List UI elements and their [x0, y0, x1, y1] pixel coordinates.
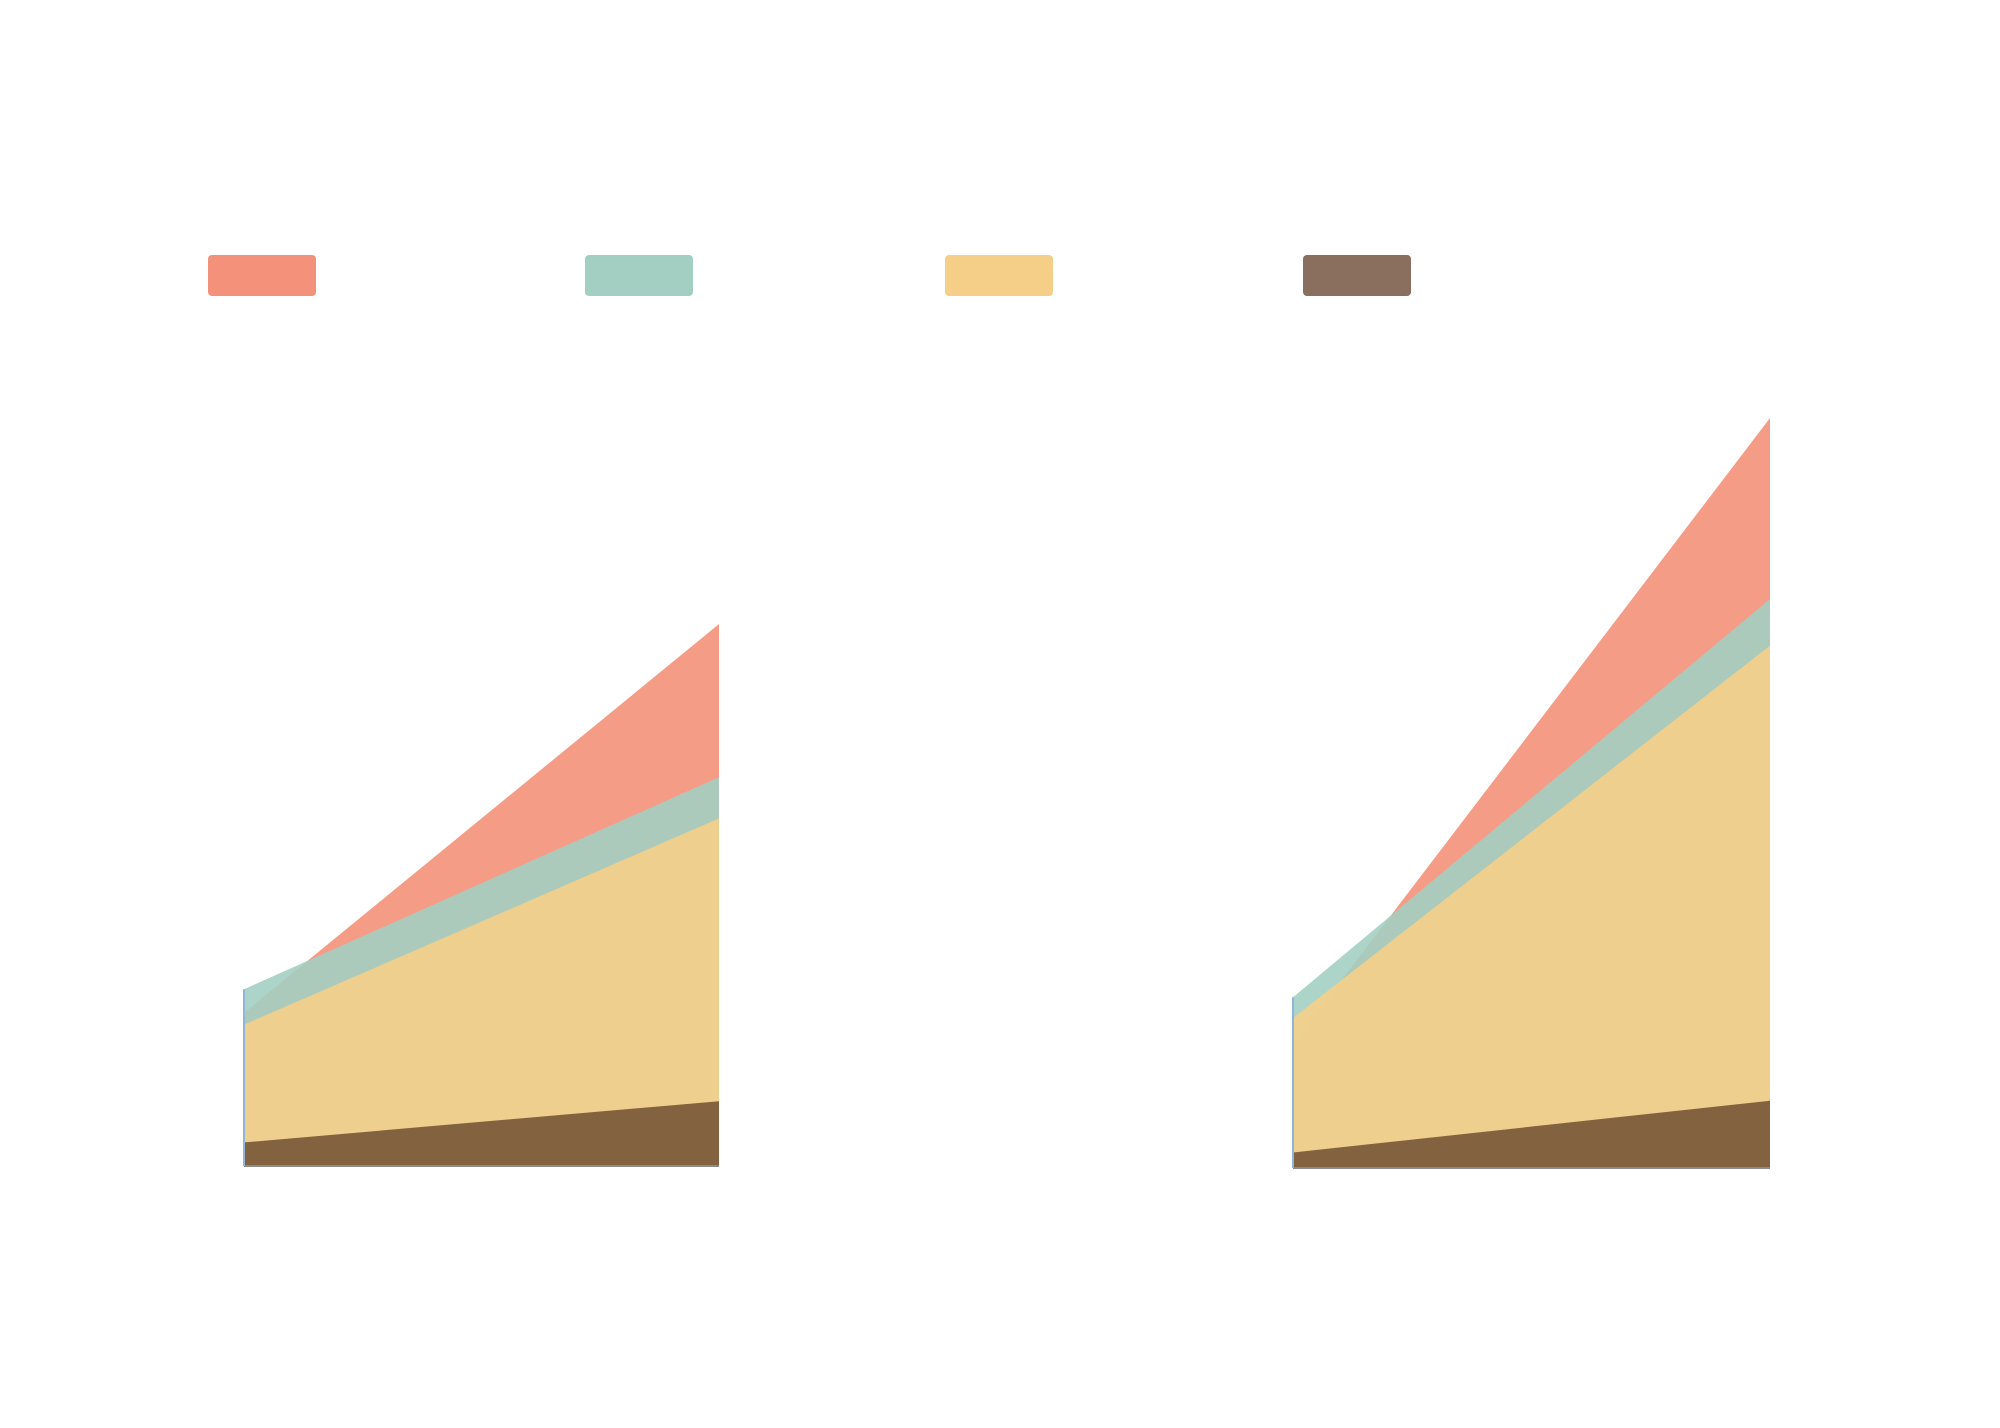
legend-swatch-1: [208, 255, 316, 296]
area-series-4-panel-1: [244, 1101, 719, 1166]
legend-swatch-3: [945, 255, 1053, 296]
area-chart-panel-1: [243, 624, 719, 1167]
area-series-3-panel-1: [244, 818, 719, 1166]
area-chart-panel-2: [1292, 418, 1770, 1169]
chart-panels: [243, 418, 1770, 1169]
legend: [208, 255, 1411, 296]
legend-swatch-2: [585, 255, 693, 296]
area-series-4-panel-2: [1293, 1100, 1770, 1168]
legend-swatch-4: [1303, 255, 1411, 296]
area-series-3-panel-2: [1293, 645, 1770, 1168]
